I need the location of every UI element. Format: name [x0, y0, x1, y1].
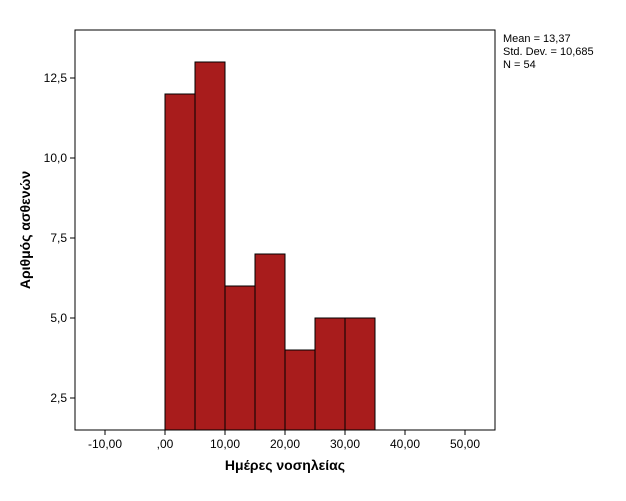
y-axis-label: Αριθμός ασθενών [17, 171, 33, 290]
y-tick-label: 5,0 [50, 311, 67, 325]
y-tick-label: 10,0 [44, 151, 68, 165]
y-tick-label: 7,5 [50, 231, 67, 245]
histogram-bar [255, 254, 285, 430]
x-axis-label: Ημέρες νοσηλείας [225, 457, 345, 473]
x-tick-label: 50,00 [450, 437, 480, 451]
stats-line: Mean = 13,37 [503, 33, 571, 45]
histogram-bar [195, 62, 225, 430]
x-tick-label: ,00 [157, 437, 174, 451]
histogram-bar [285, 350, 315, 430]
x-tick-label: 10,00 [210, 437, 240, 451]
stats-line: Std. Dev. = 10,685 [503, 46, 594, 58]
histogram-bar [315, 318, 345, 430]
y-tick-label: 12,5 [44, 71, 68, 85]
x-tick-label: 40,00 [390, 437, 420, 451]
histogram-bar [225, 286, 255, 430]
y-tick-label: 2,5 [50, 391, 67, 405]
histogram-chart: -10,00 ,00 10,00 20,00 30,00 40,00 50,00 2,5 5,0… [0, 0, 626, 501]
stats-line: N = 54 [503, 59, 536, 71]
x-tick-label: 20,00 [270, 437, 300, 451]
x-tick-label: 30,00 [330, 437, 360, 451]
x-tick-label: -10,00 [88, 437, 122, 451]
histogram-bar [345, 318, 375, 430]
histogram-bar [165, 94, 195, 430]
chart-container: -10,00 ,00 10,00 20,00 30,00 40,00 50,00 2,5 5,0… [0, 0, 626, 501]
